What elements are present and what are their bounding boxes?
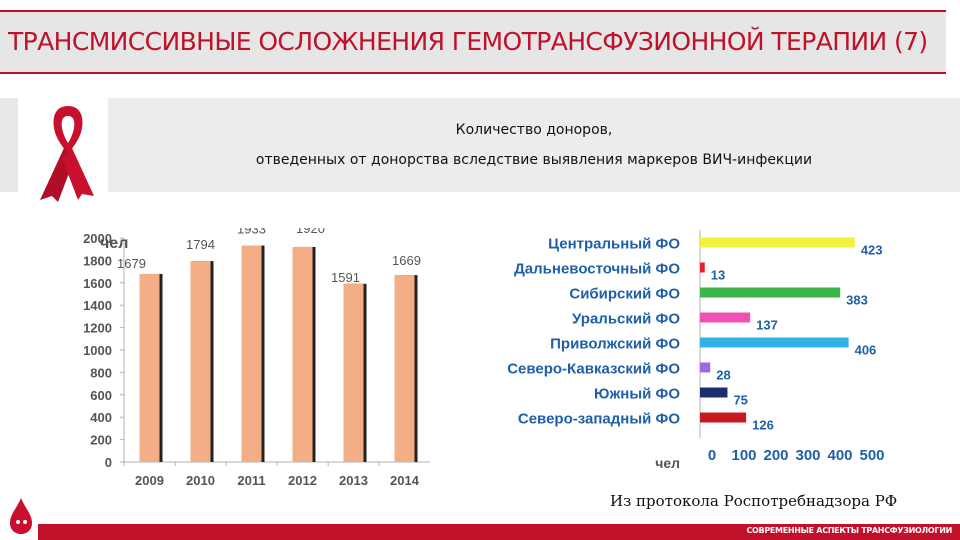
x-tick-label: 2010 bbox=[186, 473, 215, 488]
x-tick-label: 2014 bbox=[390, 473, 420, 488]
category-label: Приволжский ФО bbox=[550, 336, 680, 353]
x-tick-label: 100 bbox=[731, 447, 756, 464]
bar bbox=[343, 283, 364, 462]
left-decor-panel bbox=[0, 98, 18, 192]
bar bbox=[700, 387, 728, 398]
donor-by-year-bar-chart: чел 0 200 400 600 800 1000 1200 1400 1600 1800 2000… bbox=[83, 228, 430, 488]
title-bar: ТРАНСМИССИВНЫЕ ОСЛОЖНЕНИЯ ГЕМОТРАНСФУЗИО… bbox=[0, 10, 946, 74]
y-tick-label: 600 bbox=[90, 388, 112, 403]
y-tick-label: 2000 bbox=[83, 231, 112, 246]
x-axis-label: чел bbox=[655, 455, 680, 471]
bar bbox=[700, 312, 751, 323]
category-label: Сибирский ФО bbox=[569, 286, 680, 303]
category-label: Центральный ФО bbox=[548, 236, 680, 253]
y-tick-label: 0 bbox=[105, 455, 112, 470]
data-label: 75 bbox=[733, 393, 747, 408]
data-label: 1920 bbox=[296, 228, 325, 236]
data-label: 126 bbox=[752, 418, 774, 433]
data-label: 28 bbox=[716, 368, 730, 383]
x-tick-label: 2011 bbox=[237, 473, 265, 488]
y-tick-label: 200 bbox=[90, 433, 112, 448]
data-label: 383 bbox=[846, 293, 868, 308]
category-label: Дальневосточный ФО bbox=[514, 261, 680, 278]
bar bbox=[700, 237, 855, 248]
y-tick-label: 1200 bbox=[83, 321, 112, 336]
y-tick-label: 400 bbox=[90, 410, 112, 425]
category-label: Северо-западный ФО bbox=[518, 411, 680, 428]
subtitle-panel: Количество доноров, отведенных от донорс… bbox=[108, 98, 960, 192]
subtitle-line-1: Количество доноров, bbox=[455, 122, 613, 138]
data-label: 13 bbox=[711, 268, 725, 283]
bar bbox=[700, 287, 841, 298]
x-tick-label: 400 bbox=[827, 447, 852, 464]
y-tick-label: 1400 bbox=[83, 298, 112, 313]
y-tick-label: 1000 bbox=[83, 343, 112, 358]
x-tick-label: 500 bbox=[859, 447, 884, 464]
x-tick-label: 2009 bbox=[135, 473, 164, 488]
bar bbox=[394, 275, 415, 462]
y-tick-label: 1600 bbox=[83, 276, 112, 291]
bar bbox=[292, 246, 313, 462]
footer-text: СОВРЕМЕННЫЕ АСПЕКТЫ ТРАНСФУЗИОЛОГИИ bbox=[746, 526, 952, 535]
footer-bar: СОВРЕМЕННЫЕ АСПЕКТЫ ТРАНСФУЗИОЛОГИИ bbox=[38, 524, 960, 540]
bar bbox=[190, 261, 211, 462]
bar bbox=[700, 362, 711, 373]
category-label: Северо-Кавказский ФО bbox=[507, 361, 680, 378]
x-tick-label: 2013 bbox=[339, 473, 368, 488]
y-tick-label: 800 bbox=[90, 365, 112, 380]
bar bbox=[700, 412, 747, 423]
bar bbox=[241, 245, 262, 462]
source-note: Из протокола Роспотребнадзора РФ bbox=[610, 492, 898, 510]
category-label: Южный ФО bbox=[594, 386, 680, 403]
red-ribbon-icon bbox=[40, 106, 94, 202]
data-label: 1794 bbox=[186, 237, 215, 252]
x-tick-label: 0 bbox=[708, 447, 716, 464]
bar bbox=[700, 262, 705, 273]
data-label: 1679 bbox=[117, 256, 146, 271]
data-label: 1933 bbox=[237, 228, 266, 237]
data-label: 423 bbox=[861, 243, 883, 258]
bar bbox=[139, 273, 160, 462]
category-label: Уральский ФО bbox=[572, 311, 680, 328]
x-tick-label: 200 bbox=[763, 447, 788, 464]
bar bbox=[700, 337, 849, 348]
page-title: ТРАНСМИССИВНЫЕ ОСЛОЖНЕНИЯ ГЕМОТРАНСФУЗИО… bbox=[8, 27, 928, 56]
x-tick-label: 2012 bbox=[288, 473, 317, 488]
data-label: 137 bbox=[756, 318, 778, 333]
donor-by-district-bar-chart: Центральный ФО 423 Дальневосточный ФО 13 Сиб… bbox=[507, 230, 885, 471]
blood-drop-icon bbox=[10, 498, 32, 534]
x-tick-label: 300 bbox=[795, 447, 820, 464]
data-label: 1591 bbox=[331, 270, 360, 285]
subtitle-line-2: отведенных от донорства вследствие выявл… bbox=[255, 152, 813, 168]
data-label: 406 bbox=[855, 343, 877, 358]
y-tick-label: 1800 bbox=[83, 253, 112, 268]
data-label: 1669 bbox=[392, 253, 421, 268]
y-axis-label: чел bbox=[100, 235, 128, 252]
